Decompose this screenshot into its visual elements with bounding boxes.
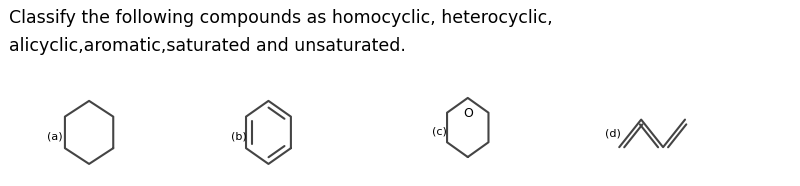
Text: Classify the following compounds as homocyclic, heterocyclic,: Classify the following compounds as homo… [10,9,553,27]
Text: (c): (c) [432,126,446,136]
Text: (b): (b) [230,131,246,141]
Text: alicyclic,aromatic,saturated and unsaturated.: alicyclic,aromatic,saturated and unsatur… [10,37,406,55]
Text: O: O [463,107,473,120]
Text: (d): (d) [606,128,621,138]
Text: (a): (a) [47,131,63,141]
